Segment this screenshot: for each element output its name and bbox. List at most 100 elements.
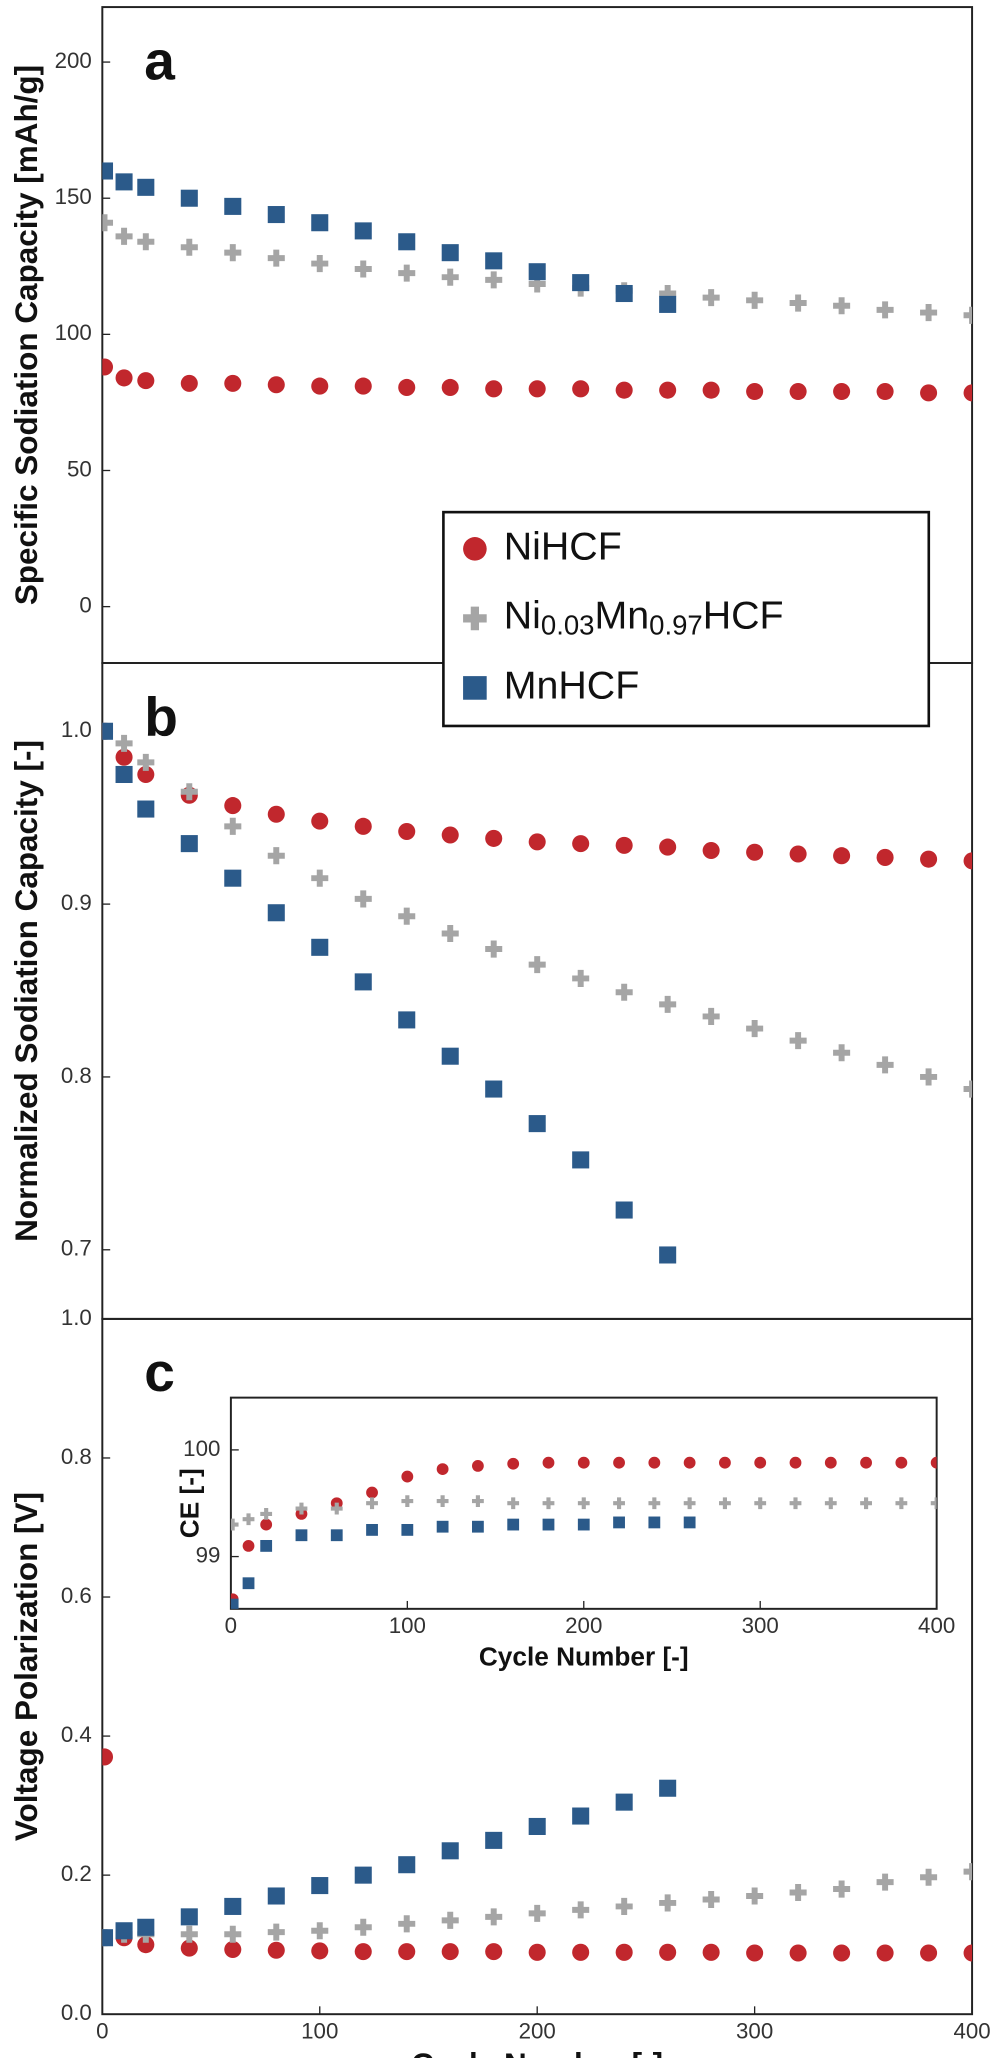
point bbox=[746, 291, 764, 309]
points bbox=[102, 1748, 973, 1962]
point bbox=[615, 983, 633, 1001]
y-tick-label: 99 bbox=[196, 1542, 221, 1567]
point bbox=[267, 904, 285, 922]
point bbox=[224, 244, 242, 262]
point bbox=[137, 753, 155, 771]
x-tick-label: 200 bbox=[519, 2018, 556, 2043]
point bbox=[528, 956, 546, 974]
point bbox=[528, 1904, 546, 1922]
point bbox=[398, 822, 416, 841]
point bbox=[659, 995, 677, 1013]
x-tick-label: 400 bbox=[953, 2018, 990, 2043]
point bbox=[659, 295, 677, 313]
y-axis-label: Voltage Polarization [V] bbox=[9, 1492, 44, 1841]
point bbox=[242, 1513, 255, 1526]
point bbox=[102, 722, 114, 740]
point bbox=[224, 374, 242, 392]
point bbox=[702, 1007, 720, 1025]
point bbox=[746, 1944, 764, 1962]
point bbox=[267, 376, 285, 394]
point bbox=[920, 1944, 938, 1962]
point bbox=[572, 1943, 590, 1961]
point bbox=[876, 1056, 894, 1074]
point bbox=[963, 1080, 973, 1098]
point bbox=[311, 1922, 329, 1940]
point bbox=[311, 377, 329, 395]
point bbox=[615, 836, 633, 854]
point bbox=[648, 1456, 661, 1469]
point bbox=[398, 233, 416, 251]
point bbox=[485, 271, 503, 289]
point bbox=[398, 1943, 416, 1961]
point bbox=[267, 1923, 285, 1941]
point bbox=[572, 1901, 590, 1919]
x-tick-label: 200 bbox=[565, 1613, 602, 1638]
point bbox=[572, 835, 590, 853]
point bbox=[472, 1520, 484, 1533]
point bbox=[789, 294, 807, 312]
y-tick-label: 100 bbox=[55, 320, 92, 345]
point bbox=[895, 1456, 908, 1469]
y-tick-label: 0.8 bbox=[61, 1444, 92, 1469]
point bbox=[702, 841, 720, 860]
point bbox=[876, 1873, 894, 1891]
point bbox=[180, 835, 198, 853]
point bbox=[683, 1497, 696, 1510]
point bbox=[102, 1748, 114, 1766]
point bbox=[115, 1922, 133, 1940]
point bbox=[789, 1883, 807, 1902]
panel-frame bbox=[101, 662, 974, 1320]
point bbox=[441, 924, 459, 943]
point bbox=[311, 1877, 329, 1895]
point bbox=[267, 1887, 285, 1905]
point bbox=[398, 907, 416, 925]
point bbox=[311, 255, 329, 273]
y-axis-label: Specific Sodiation Capacity [mAh/g] bbox=[9, 65, 44, 605]
legend-text-part: 0.97 bbox=[649, 610, 703, 641]
point bbox=[485, 1943, 503, 1961]
point bbox=[401, 1470, 414, 1483]
point bbox=[789, 1456, 802, 1469]
y-tick-label: 0.8 bbox=[61, 1063, 92, 1088]
point bbox=[366, 1486, 378, 1499]
point bbox=[833, 1044, 851, 1062]
point bbox=[436, 1463, 449, 1475]
point bbox=[572, 969, 590, 987]
point bbox=[719, 1497, 731, 1510]
point bbox=[615, 1201, 633, 1219]
legend-box bbox=[442, 510, 931, 728]
point bbox=[577, 1456, 590, 1469]
point bbox=[683, 1456, 696, 1469]
point bbox=[528, 380, 546, 398]
point bbox=[260, 1507, 273, 1520]
point bbox=[746, 1020, 764, 1038]
point bbox=[963, 1944, 973, 1962]
point bbox=[648, 1497, 661, 1510]
point bbox=[260, 1518, 273, 1531]
legend-marker bbox=[463, 606, 487, 631]
point bbox=[659, 1246, 677, 1264]
legend-label: Ni0.03Mn0.97HCF bbox=[504, 594, 784, 641]
point bbox=[528, 1115, 546, 1133]
point bbox=[920, 1068, 938, 1086]
point bbox=[572, 380, 590, 398]
point bbox=[267, 249, 285, 267]
point bbox=[920, 384, 938, 402]
point bbox=[398, 1856, 416, 1874]
point bbox=[507, 1497, 520, 1510]
point bbox=[485, 252, 503, 270]
point bbox=[860, 1456, 872, 1469]
legend-label: NiHCF bbox=[504, 524, 622, 568]
point bbox=[311, 938, 329, 956]
point bbox=[137, 1918, 155, 1936]
point bbox=[472, 1495, 484, 1507]
point bbox=[920, 1868, 938, 1886]
point bbox=[137, 1936, 155, 1954]
points bbox=[102, 722, 973, 1264]
point bbox=[789, 383, 807, 401]
point bbox=[224, 817, 242, 835]
point bbox=[115, 227, 133, 245]
point bbox=[485, 1080, 503, 1098]
x-tick-label: 100 bbox=[389, 1613, 426, 1638]
